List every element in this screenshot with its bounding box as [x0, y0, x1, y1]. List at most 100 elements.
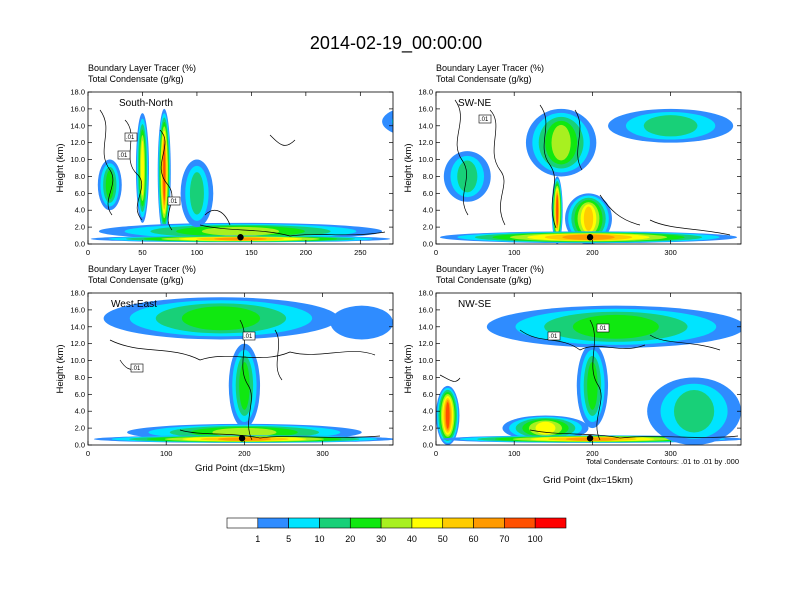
tracer-contour-fill — [201, 226, 280, 236]
tracer-contour-fill — [239, 361, 250, 410]
contour-label: .01 — [549, 334, 558, 340]
y-tick-label: 18.0 — [70, 289, 85, 298]
y-axis-label: Height (km) — [403, 143, 414, 192]
contour-label: .01 — [169, 199, 178, 205]
panel-header-line2: Total Condensate (g/kg) — [436, 74, 532, 84]
colorbar-tick-label: 30 — [376, 534, 386, 544]
y-tick-label: 10.0 — [418, 356, 433, 365]
contour-line — [599, 194, 641, 226]
tracer-contour-fill — [572, 314, 659, 339]
contour-line — [574, 109, 583, 171]
x-tick-label: 200 — [586, 248, 599, 257]
y-tick-label: 14.0 — [70, 121, 85, 130]
axis-ticks: 0.0 2.0 4.0 6.0 8.0 10.0 12.0 14.0 16.0 18.0 0 100 2… — [418, 88, 741, 257]
y-tick-label: 10.0 — [70, 356, 85, 365]
plot-background — [88, 92, 393, 244]
tracer-contour-fill — [330, 305, 393, 340]
y-axis-label: Height (km) — [403, 344, 414, 393]
x-tick-label: 200 — [238, 449, 251, 458]
y-axis-label: Height (km) — [55, 344, 66, 393]
colorbar-tick-label: 100 — [528, 534, 543, 544]
colorbar: 1 5 10 20 30 40 50 60 70 100 — [226, 517, 567, 544]
tracer-contour-fill — [445, 402, 450, 429]
contour-line — [649, 219, 731, 236]
colorbar-swatch — [380, 517, 413, 529]
contour-line — [274, 329, 283, 381]
contour-label: .01 — [598, 326, 607, 332]
tracer-contour-fill — [583, 206, 594, 231]
tracer-contour-fill — [181, 306, 261, 331]
x-tick-label: 100 — [191, 248, 204, 257]
x-tick-label: 200 — [300, 248, 313, 257]
panel-label: NW-SE — [458, 299, 491, 310]
colorbar-tick-label: 50 — [438, 534, 448, 544]
x-axis-label: Grid Point (dx=15km) — [195, 463, 285, 474]
y-tick-label: 4.0 — [423, 206, 433, 215]
x-tick-label: 0 — [434, 449, 438, 458]
y-tick-label: 16.0 — [418, 104, 433, 113]
y-axis-label: Height (km) — [55, 143, 66, 192]
tracer-contour-fill — [556, 194, 559, 226]
location-marker — [237, 234, 244, 241]
panel-label: South-North — [119, 98, 173, 109]
y-tick-label: 6.0 — [75, 390, 85, 399]
y-tick-label: 14.0 — [418, 322, 433, 331]
contour-line — [539, 104, 557, 229]
x-tick-label: 100 — [160, 449, 173, 458]
y-tick-label: 10.0 — [418, 155, 433, 164]
colorbar-swatch — [349, 517, 382, 529]
colorbar-tick-label: 1 — [255, 534, 260, 544]
y-tick-label: 18.0 — [418, 88, 433, 97]
colorbar-tick-label: 5 — [286, 534, 291, 544]
colorbar-swatch — [319, 517, 351, 529]
contour-label-box — [596, 323, 610, 333]
panel-label: West-East — [111, 299, 157, 310]
contour-line — [439, 374, 461, 382]
chart-title: 2014-02-19_00:00:00 — [310, 33, 482, 54]
contour-note: Total Condensate Contours: .01 to .01 by… — [586, 457, 739, 466]
y-tick-label: 16.0 — [70, 305, 85, 314]
contour-label-box — [130, 363, 144, 373]
colorbar-tick-label: 60 — [469, 534, 479, 544]
x-tick-label: 50 — [138, 248, 146, 257]
colorbar-tick-label: 40 — [407, 534, 417, 544]
tracer-contour-fill — [587, 361, 598, 410]
y-tick-label: 6.0 — [423, 189, 433, 198]
y-tick-label: 12.0 — [70, 138, 85, 147]
tracer-contour-fill — [163, 143, 166, 201]
x-tick-label: 150 — [245, 248, 258, 257]
condensate-contours — [109, 319, 381, 441]
y-tick-label: 12.0 — [70, 339, 85, 348]
tracer-contour-fill — [643, 115, 698, 137]
tracer-contour-fill — [673, 389, 715, 433]
y-tick-label: 10.0 — [70, 155, 85, 164]
y-tick-label: 2.0 — [75, 223, 85, 232]
contour-label-box — [242, 331, 256, 341]
axis-ticks: 0.0 2.0 4.0 6.0 8.0 10.0 12.0 14.0 16.0 18.0 0 100 2… — [418, 289, 741, 458]
y-tick-label: 12.0 — [418, 138, 433, 147]
contour-line — [519, 329, 646, 351]
y-tick-label: 0.0 — [423, 240, 433, 249]
tracer-contour-fill — [189, 172, 204, 215]
tracer-contour-fill — [382, 110, 393, 133]
contour-line — [204, 209, 231, 226]
panel-nw-se: Boundary Layer Tracer (%) Total Condensa… — [403, 264, 742, 486]
y-tick-label: 14.0 — [418, 121, 433, 130]
contour-label-box — [478, 114, 492, 124]
tracer-contour-fill — [457, 160, 478, 193]
plot-frame — [435, 292, 742, 446]
location-marker — [586, 234, 594, 241]
colorbar-swatch — [473, 517, 505, 529]
x-tick-label: 0 — [86, 248, 90, 257]
y-tick-label: 8.0 — [75, 172, 85, 181]
x-tick-label: 300 — [664, 248, 677, 257]
contour-line — [179, 429, 381, 439]
y-tick-label: 0.0 — [75, 240, 85, 249]
colorbar-tick-label: 70 — [499, 534, 509, 544]
contour-line — [649, 334, 721, 351]
contour-label-box — [124, 132, 138, 142]
colorbar-swatch — [442, 517, 474, 529]
location-marker — [586, 435, 594, 442]
plot-frame — [87, 292, 394, 446]
panel-south-north: Boundary Layer Tracer (%) Total Condensa… — [55, 63, 394, 257]
